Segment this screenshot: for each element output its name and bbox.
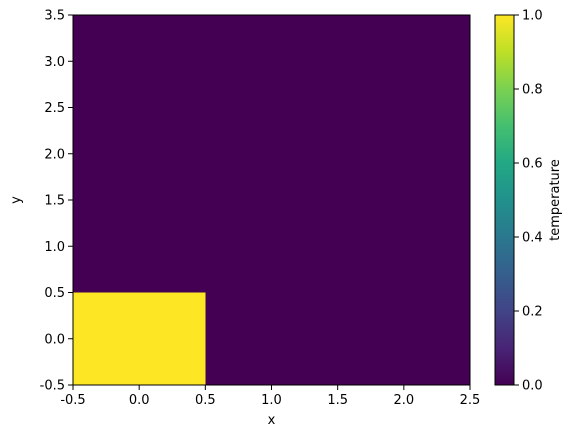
y-axis: -0.5 0.0 0.5 1.0 1.5 2.0 2.5 3.0 3.5 [40,9,73,394]
x-tick-label: 2.5 [460,393,481,408]
colorbar-tick-label: 0.8 [522,83,543,98]
heatmap-cells [73,15,470,385]
y-tick-label: 2.0 [44,147,65,162]
heatmap-cell [73,15,206,108]
heatmap-cell [73,107,206,200]
y-tick-label: 2.5 [44,101,65,116]
y-tick-label: 1.5 [44,194,65,209]
y-tick-label: 0.5 [44,286,65,301]
heatmap-cell [73,200,206,293]
colorbar-tick-label: 1.0 [522,9,543,24]
colorbar-tick-label: 0.2 [522,305,543,320]
heatmap-cell [337,292,470,385]
colorbar-tick-label: 0.0 [522,379,543,394]
colorbar-label: temperature [548,159,563,241]
x-axis-label: x [268,413,276,428]
x-tick-label: 1.5 [327,393,348,408]
colorbar-axis: 0.0 0.2 0.4 0.6 0.8 1.0 [514,9,543,394]
x-tick-label: 1.0 [261,393,282,408]
colorbar [494,14,515,386]
heatmap-cell [205,200,338,293]
x-tick-label: -0.5 [60,393,85,408]
y-tick-label: 3.5 [44,9,65,24]
y-tick-label: 1.0 [44,240,65,255]
y-axis-label: y [9,196,24,204]
heatmap-cell [337,15,470,108]
x-tick-label: 0.0 [129,393,150,408]
heatmap-cell [337,200,470,293]
y-tick-label: 0.0 [44,332,65,347]
heatmap-cell [205,292,338,385]
x-axis: -0.5 0.0 0.5 1.0 1.5 2.0 2.5 [60,385,480,408]
y-tick-label: 3.0 [44,55,65,70]
heatmap-cell [205,15,338,108]
colorbar-tick-label: 0.6 [522,157,543,172]
heatmap-cell [73,292,206,385]
x-tick-label: 2.0 [393,393,414,408]
heatmap-cell [205,107,338,200]
y-tick-label: -0.5 [40,379,65,394]
x-tick-label: 0.5 [195,393,216,408]
colorbar-tick-label: 0.4 [522,231,543,246]
heatmap-cell [337,107,470,200]
